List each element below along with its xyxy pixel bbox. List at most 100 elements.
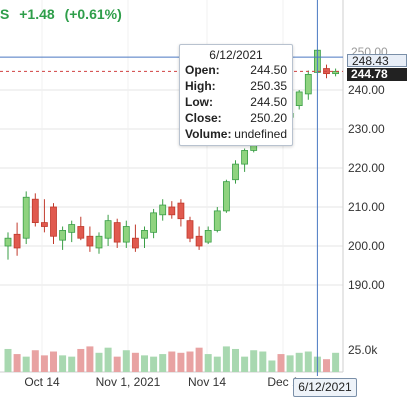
candle-body — [304, 74, 312, 95]
candle[interactable] — [41, 199, 48, 233]
tooltip-key: Volume: — [185, 127, 232, 141]
tooltip-key: Low: — [185, 95, 213, 109]
volume-bar — [268, 360, 276, 372]
candle[interactable] — [232, 160, 239, 184]
candle[interactable] — [122, 220, 130, 248]
change-value: +1.48 — [19, 6, 55, 22]
tooltip-row-low: Low: 244.50 — [180, 94, 292, 110]
candle-body — [50, 206, 57, 237]
candle[interactable] — [241, 148, 249, 172]
candle[interactable] — [195, 226, 203, 250]
candle[interactable] — [59, 226, 66, 250]
volume-bar — [131, 352, 139, 372]
crosshair-price-label: 248.43 — [347, 54, 407, 68]
candle[interactable] — [168, 201, 176, 219]
tooltip-key: High: — [185, 79, 216, 93]
tooltip-row-volume: Volume: undefined — [180, 126, 292, 142]
candle[interactable] — [31, 193, 39, 227]
candle-body — [186, 220, 194, 239]
candle[interactable] — [141, 226, 148, 248]
candle-body — [159, 204, 167, 216]
volume-axis-label: 25.0k — [348, 343, 378, 357]
candle[interactable] — [204, 226, 212, 245]
candle[interactable] — [22, 191, 30, 245]
volume-bar — [232, 348, 239, 372]
candle-body — [68, 224, 76, 233]
candle[interactable] — [159, 199, 167, 221]
y-tick-label: 210.00 — [348, 200, 385, 214]
x-tick-label: Oct 14 — [24, 375, 60, 389]
volume-bars — [4, 346, 340, 372]
tooltip-value: 244.50 — [250, 95, 287, 109]
volume-bar — [122, 350, 130, 372]
candle[interactable] — [95, 232, 103, 254]
candle-body — [213, 210, 221, 231]
candle-body — [113, 222, 121, 243]
candle-body — [13, 233, 21, 249]
candle[interactable] — [104, 214, 112, 246]
grid-lines — [0, 0, 343, 372]
tooltip-value: 244.50 — [250, 63, 287, 77]
candle[interactable] — [113, 218, 121, 248]
volume-bar — [277, 354, 285, 372]
candle[interactable] — [332, 68, 340, 77]
tooltip-row-high: High: 250.35 — [180, 78, 292, 94]
volume-bar — [113, 356, 121, 372]
crosshair-date-label: 6/12/2021 — [293, 378, 357, 397]
candle-body — [95, 235, 103, 249]
candle-body — [222, 181, 230, 212]
candle-body — [104, 220, 112, 239]
candle[interactable] — [86, 226, 94, 252]
candle-body — [59, 229, 66, 241]
volume-bar — [186, 351, 194, 372]
volume-bar — [59, 355, 67, 372]
y-tick-label: 220.00 — [348, 161, 385, 175]
volume-bar — [168, 351, 176, 372]
candle[interactable] — [304, 70, 312, 100]
volume-bar — [77, 348, 85, 372]
candle[interactable] — [186, 216, 194, 243]
candle-body — [168, 206, 176, 216]
candle-body — [204, 229, 212, 243]
candle-body — [86, 235, 94, 247]
candle[interactable] — [213, 207, 221, 233]
volume-bar — [241, 356, 249, 372]
volume-bar — [213, 356, 221, 372]
last-price-label: 244.78 — [347, 68, 407, 81]
candle[interactable] — [222, 179, 230, 213]
candle[interactable] — [131, 224, 139, 252]
candle[interactable] — [4, 232, 12, 260]
candle[interactable] — [150, 208, 158, 239]
candle[interactable] — [68, 220, 76, 243]
volume-bar — [68, 356, 76, 372]
volume-bar — [222, 346, 230, 372]
volume-bar — [286, 355, 294, 372]
tooltip-row-close: Close: 250.20 — [180, 110, 292, 126]
price-change-header: S +1.48 (+0.61%) — [0, 6, 128, 22]
x-tick-label: Nov 1, 2021 — [96, 375, 161, 389]
x-tick-label: Dec 1 — [267, 375, 299, 389]
candle[interactable] — [13, 222, 21, 256]
volume-bar — [150, 356, 158, 372]
candle[interactable] — [50, 203, 57, 245]
tooltip-row-open: Open: 244.50 — [180, 62, 292, 78]
candle-body — [232, 163, 239, 181]
x-tick-label: Nov 14 — [188, 375, 226, 389]
tooltip-value: 250.20 — [250, 111, 287, 125]
volume-bar — [195, 347, 203, 372]
candle-body — [77, 226, 85, 239]
change-percent: (+0.61%) — [64, 6, 122, 22]
candle-body — [22, 196, 30, 239]
candle[interactable] — [77, 216, 85, 241]
candle-body — [122, 226, 130, 243]
candle[interactable] — [177, 199, 185, 227]
volume-bar — [304, 351, 312, 372]
ohlc-tooltip: 6/12/2021 Open: 244.50 High: 250.35 Low: 24… — [179, 44, 293, 146]
candle-body — [241, 150, 249, 165]
candles[interactable] — [4, 49, 340, 260]
candle[interactable] — [295, 90, 303, 110]
volume-bar — [4, 348, 12, 372]
x-axis-ticks: Oct 14 Nov 1, 2021 Nov 14 Dec 1 — [24, 375, 299, 389]
candle-body — [141, 229, 148, 239]
